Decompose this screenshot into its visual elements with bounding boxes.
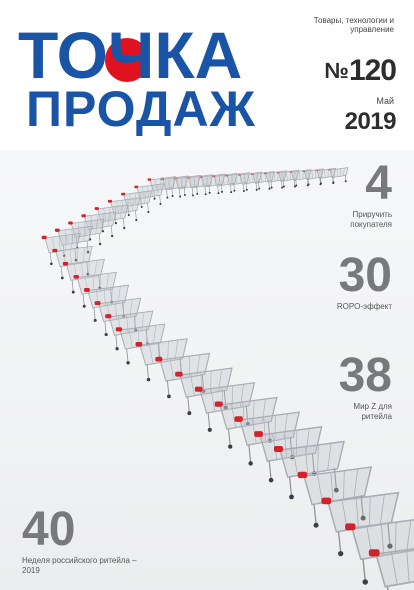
issue-month: Май [376,96,394,106]
shopping-cart-icon [368,548,414,590]
shopping-cart-icon [297,466,373,528]
shopping-cart-icon [274,440,345,500]
story-caption: Мир Z для ритейла [353,402,392,421]
shopping-cart-icon [321,491,400,557]
shopping-cart-icon [214,396,278,449]
shopping-cart-icon [41,232,81,266]
shopping-cart-icon [155,352,211,399]
shopping-cart-icon [94,204,129,233]
shopping-cart-icon [68,218,105,249]
story-page-number: 30 [338,249,392,302]
tagline: Товары, технологии и управление [313,16,394,35]
masthead: ТОЧКА ПРОДАЖ Товары, технологии и управл… [0,0,414,150]
story-caption: Приручить покупателя [350,210,392,229]
logo-dot-icon [105,38,149,82]
issue-prefix: № [324,58,349,83]
issue-value: 120 [348,54,397,87]
shopping-cart-icon [263,170,287,190]
story-caption: ROPO-эффект [336,302,392,311]
shopping-cart-icon [194,382,256,432]
cover-story-1[interactable]: 4 Приручить покупателя [322,160,392,229]
cover-story-4[interactable]: 40 Неделя российского ритейла – 2019 [22,506,142,575]
logo: ТОЧКА ПРОДАЖ [18,18,318,134]
cover-story-2[interactable]: 30 ROPO-эффект [337,252,392,312]
shopping-cart-icon [121,190,153,217]
logo-line-1: ТОЧКА [18,18,243,92]
issue-year: 2019 [344,108,397,135]
cover-photo [0,150,414,590]
story-page-number: 4 [365,157,392,210]
shopping-cart-icon [107,197,141,225]
story-page-number: 38 [338,349,392,402]
shopping-cart-icon [234,411,301,466]
shopping-carts-icon [41,167,414,590]
logo-line-2: ПРОДАЖ [26,81,256,137]
story-caption: Неделя российского ритейла – 2019 [22,556,137,575]
issue-number: №120 [324,54,397,88]
cover-story-3[interactable]: 38 Мир Z для ритейла [332,352,392,421]
shopping-cart-icon [52,245,93,280]
shopping-cart-icon [345,518,414,585]
story-page-number: 40 [22,503,76,556]
